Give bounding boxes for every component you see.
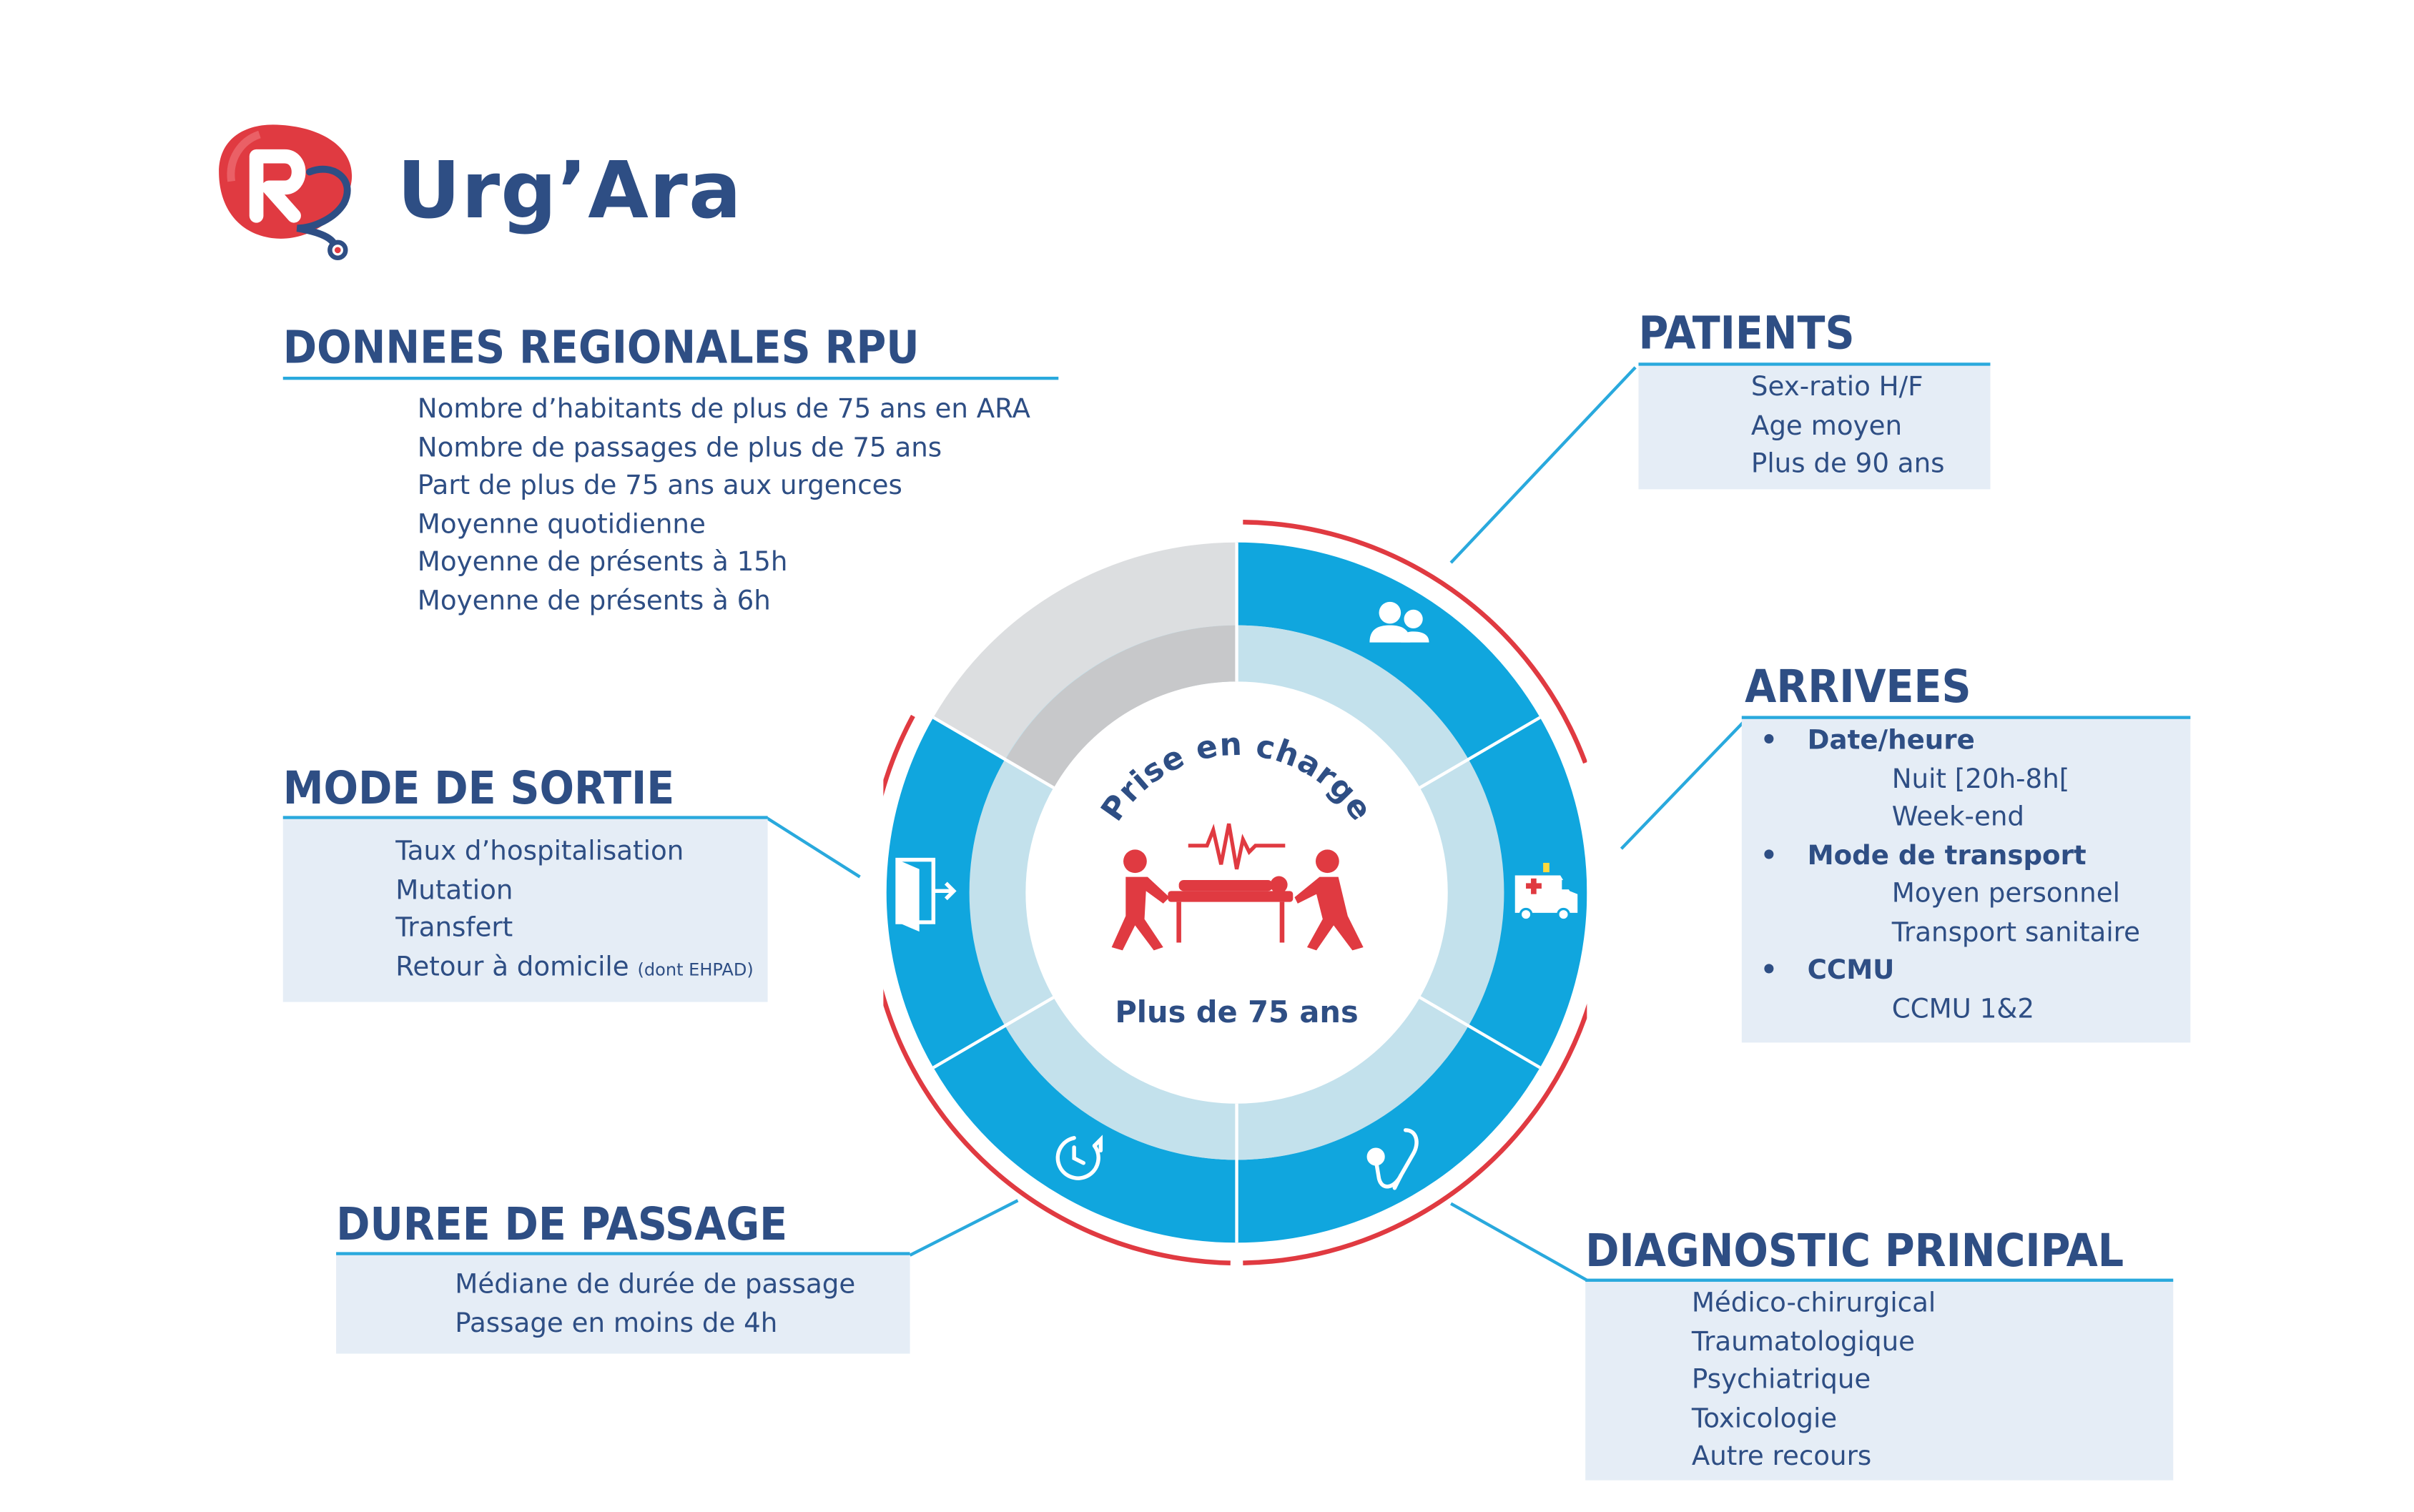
care-ring-diagram: Prise en charge Plus de 75 ans (883, 520, 1587, 1265)
sortie-item: Mutation (395, 874, 513, 906)
sortie-item: Retour à domicile (dont EHPAD) (395, 951, 754, 983)
patients-title-rule (1638, 362, 1991, 366)
arrivees-item: Nuit [20h-8h[ (1891, 764, 2070, 795)
diagnostic-item: Traumatologique (1691, 1326, 1916, 1358)
diagnostic-title-rule (1585, 1278, 2174, 1282)
duree-list: Médiane de durée de passage Passage en m… (455, 1266, 855, 1343)
regional-item: Nombre d’habitants de plus de 75 ans en … (417, 394, 1030, 425)
sortie-panel (282, 817, 768, 1002)
arrivees-group-label: • CCMU (1760, 952, 2140, 991)
center-subtitle: Plus de 75 ans (1115, 994, 1358, 1029)
segment-duree (933, 1025, 1237, 1243)
sortie-list: Taux d’hospitalisation Mutation Transfer… (395, 833, 754, 989)
stretcher-carriers-icon (1111, 823, 1364, 951)
regional-item: Moyenne de présents à 15h (417, 547, 788, 579)
sortie-item: Taux d’hospitalisation (395, 836, 684, 868)
bullet: • (1760, 840, 1778, 871)
logo-wordmark: Urg’Ara (397, 145, 742, 237)
arrivees-panel (1741, 717, 2191, 1043)
duree-item: Médiane de durée de passage (455, 1269, 856, 1301)
arrivees-group-label: • Date/heure (1760, 722, 2140, 761)
sortie-title-rule (282, 816, 768, 819)
duree-title: DUREE DE PASSAGE (336, 1197, 788, 1251)
clock-timer-icon (1055, 1135, 1103, 1180)
urgara-logo-icon (219, 124, 353, 261)
diagnostic-item: Psychiatrique (1691, 1364, 1871, 1396)
diagnostic-panel (1585, 1280, 2174, 1481)
diagnostic-item: Médico-chirurgical (1691, 1288, 1936, 1320)
arrivees-title-rule (1741, 716, 2191, 719)
arrivees-list: • Date/heure Nuit [20h-8h[ Week-end • Mode… (1760, 722, 2140, 1029)
arrivees-item: Week-end (1891, 801, 2024, 834)
regional-item: Moyenne de présents à 6h (417, 585, 771, 617)
patients-item: Sex-ratio H/F (1750, 372, 1923, 404)
segment-diagnostic (1236, 1025, 1540, 1243)
ambulance-icon (1514, 862, 1578, 921)
diagnostic-title: DIAGNOSTIC PRINCIPAL (1585, 1224, 2124, 1278)
regional-title-rule (282, 376, 1059, 380)
patients-title: PATIENTS (1638, 306, 1855, 360)
regional-item: Moyenne quotidienne (417, 508, 706, 540)
patients-group-icon (1369, 601, 1429, 643)
duree-item: Passage en moins de 4h (455, 1308, 778, 1339)
center-arc-text: Prise en charge (1094, 726, 1379, 828)
regional-item: Nombre de passages de plus de 75 ans (417, 432, 942, 464)
diagnostic-item: Autre recours (1691, 1441, 1872, 1473)
grey-outer-segment (933, 542, 1237, 760)
stethoscope-icon (1366, 1128, 1419, 1190)
regional-list: Nombre d’habitants de plus de 75 ans en … (418, 391, 1030, 621)
bullet: • (1760, 954, 1778, 987)
sortie-item: Transfert (395, 912, 513, 944)
patients-list: Sex-ratio H/F Age moyen Plus de 90 ans (1751, 369, 1945, 484)
arrivees-item: Moyen personnel (1891, 878, 2120, 910)
arrivees-item: CCMU 1&2 (1891, 993, 2035, 1025)
duree-panel (336, 1253, 910, 1354)
segment-patients (1236, 542, 1540, 760)
patients-item: Plus de 90 ans (1750, 448, 1945, 480)
sortie-item-note: (dont EHPAD) (637, 959, 754, 979)
patients-panel (1638, 364, 1991, 490)
duree-title-rule (336, 1252, 910, 1255)
grey-inner-segment (1005, 625, 1237, 789)
bullet: • (1760, 725, 1778, 757)
regional-item: Part de plus de 75 ans aux urgences (417, 470, 902, 502)
diagnostic-item: Toxicologie (1691, 1403, 1838, 1435)
regional-title: DONNEES REGIONALES RPU (282, 320, 920, 374)
exit-door-icon (895, 857, 957, 932)
diagnostic-list: Médico-chirurgical Traumatologique Psych… (1692, 1285, 1936, 1476)
sortie-title: MODE DE SORTIE (282, 761, 675, 815)
patients-item: Age moyen (1750, 410, 1903, 442)
arrivees-item: Transport sanitaire (1891, 916, 2140, 949)
arrivees-title: ARRIVEES (1745, 659, 1971, 713)
arrivees-group-label: • Mode de transport (1760, 837, 2140, 876)
